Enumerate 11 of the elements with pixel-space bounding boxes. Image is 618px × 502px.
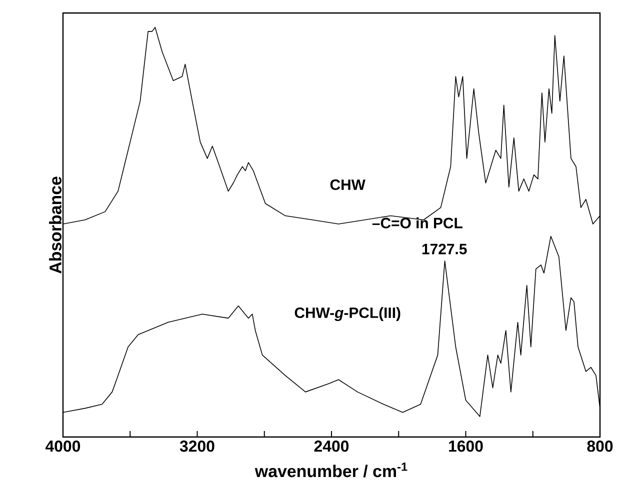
x-axis-title: wavenumber / cm$^{-1}$ bbox=[254, 462, 408, 478]
x-tick-label: 1600 bbox=[449, 440, 483, 452]
y-axis-title: Absorbance bbox=[49, 176, 62, 274]
series-label: CHW bbox=[330, 179, 366, 190]
annotation: –C=O in PCL bbox=[372, 217, 462, 228]
text: CHW-g-PCL(III) bbox=[294, 307, 400, 321]
x-tick-label: 800 bbox=[587, 440, 613, 452]
x-tick-label: 3200 bbox=[180, 440, 214, 452]
annotation: 1727.5 bbox=[422, 244, 467, 254]
x-tick-label: 2400 bbox=[314, 440, 349, 452]
x-tick-label: 4000 bbox=[46, 440, 80, 452]
